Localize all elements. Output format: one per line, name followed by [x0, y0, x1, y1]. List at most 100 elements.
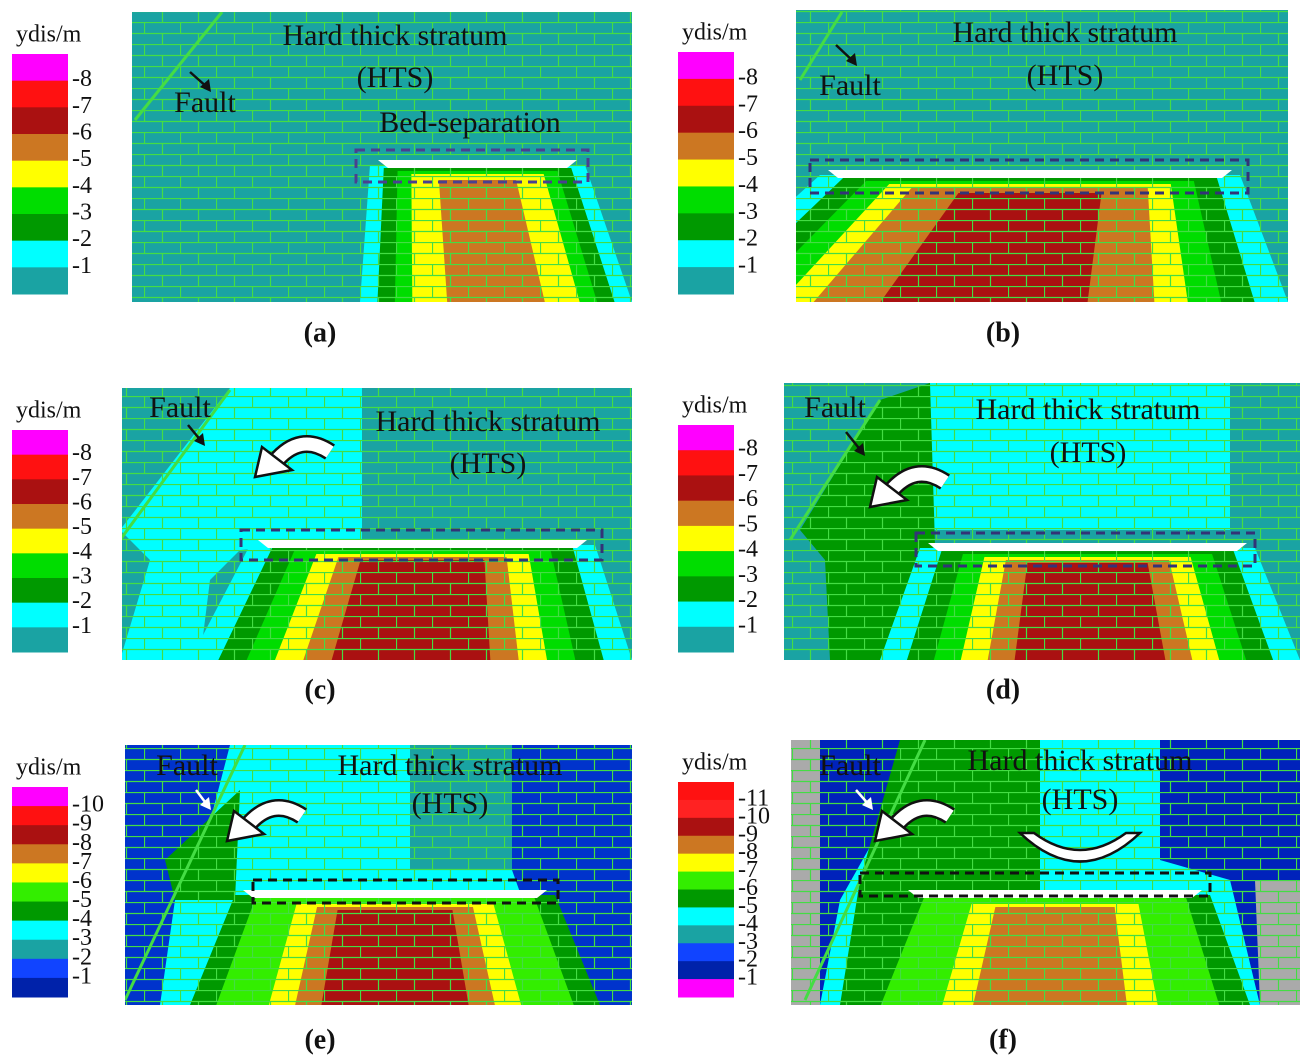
legend-swatch	[678, 160, 734, 187]
legend-swatch	[12, 863, 68, 883]
legend-swatch	[678, 872, 734, 890]
legend-swatch	[12, 825, 68, 845]
legend-swatch	[12, 627, 68, 652]
legend-swatch	[12, 844, 68, 864]
legend-label: -8	[72, 66, 92, 92]
panel-caption: (b)	[986, 317, 1020, 348]
legend-swatch	[678, 240, 734, 267]
legend-swatch	[678, 501, 734, 527]
bed-separation-label: Bed-separation	[379, 106, 561, 139]
legend-label: -4	[738, 537, 758, 563]
page: {"panels": [ {"caption": "(a)", "legend_…	[0, 0, 1301, 1057]
legend-swatch	[678, 213, 734, 240]
legend-label: -4	[72, 539, 92, 565]
legend-swatch	[678, 907, 734, 925]
legend-label: -4	[738, 172, 758, 198]
legend-label: -6	[72, 490, 92, 516]
legend-title: ydis/m	[682, 393, 748, 419]
legend-label: -7	[738, 91, 758, 117]
separation-gap	[928, 543, 1247, 551]
fault-label: Fault	[804, 391, 866, 424]
legend-title: ydis/m	[16, 755, 82, 781]
fault-label: Fault	[156, 749, 218, 782]
legend-label: -3	[72, 200, 92, 226]
stratum-label: Hard thick stratum	[953, 16, 1178, 49]
legend-label: -2	[72, 226, 92, 252]
legend-swatch	[678, 979, 734, 997]
legend-swatch	[678, 551, 734, 577]
fault-label: Fault	[819, 69, 881, 102]
panel-caption: (e)	[304, 1024, 335, 1055]
stratum-label: Hard thick stratum	[968, 744, 1193, 777]
stratum-label: Hard thick stratum	[976, 393, 1201, 426]
legend-swatch	[678, 576, 734, 602]
legend-swatch	[12, 54, 68, 81]
legend-title: ydis/m	[682, 20, 748, 46]
legend-title: ydis/m	[16, 22, 82, 48]
separation-gap	[828, 170, 1232, 178]
panel: ydis/m-8-7-6-5-4-3-2-1Hard thick stratum…	[676, 10, 1288, 348]
panel-caption: (c)	[304, 674, 335, 705]
legend-label: -8	[738, 436, 758, 462]
legend-swatch	[12, 978, 68, 998]
panel-caption: (a)	[304, 317, 337, 348]
separation-gap	[258, 540, 587, 548]
legend-swatch	[678, 782, 734, 800]
legend-label: -2	[738, 226, 758, 252]
legend-label: -3	[738, 562, 758, 588]
legend-swatch	[678, 526, 734, 552]
legend-swatch	[678, 800, 734, 818]
legend-swatch	[12, 81, 68, 108]
legend-label: -6	[738, 118, 758, 144]
legend-swatch	[678, 602, 734, 628]
legend-swatch	[12, 940, 68, 960]
legend-label: -3	[72, 564, 92, 590]
panel-caption: (d)	[986, 674, 1020, 705]
legend-swatch	[12, 787, 68, 807]
legend-swatch	[678, 267, 734, 294]
legend-swatch	[12, 214, 68, 241]
legend-label: -6	[72, 120, 92, 146]
legend-swatch	[12, 603, 68, 628]
legend-swatch	[12, 455, 68, 480]
stratum-abbr: (HTS)	[1027, 59, 1104, 92]
legend-swatch	[12, 430, 68, 455]
panel-caption: (f)	[989, 1024, 1017, 1055]
legend-swatch	[678, 186, 734, 213]
legend-label: -1	[72, 963, 92, 989]
legend-label: -8	[72, 440, 92, 466]
legend-swatch	[12, 902, 68, 922]
legend-swatch	[12, 187, 68, 214]
legend-title: ydis/m	[682, 750, 748, 776]
stratum-abbr: (HTS)	[357, 61, 434, 94]
separation-gap	[243, 890, 547, 898]
legend-label: -4	[72, 173, 92, 199]
legend-label: -5	[72, 146, 92, 172]
legend-swatch	[678, 475, 734, 501]
stratum-abbr: (HTS)	[412, 787, 489, 820]
legend-label: -5	[738, 511, 758, 537]
legend-label: -3	[738, 199, 758, 225]
legend-swatch	[678, 818, 734, 836]
legend-swatch	[12, 529, 68, 554]
legend-swatch	[678, 961, 734, 979]
stratum-abbr: (HTS)	[450, 447, 527, 480]
fault-label: Fault	[174, 86, 236, 119]
legend-label: -7	[72, 465, 92, 491]
stratum-abbr: (HTS)	[1050, 436, 1127, 469]
legend-swatch	[12, 107, 68, 134]
stratum-abbr: (HTS)	[1042, 783, 1119, 816]
legend-swatch	[678, 79, 734, 106]
legend-swatch	[678, 133, 734, 160]
legend-title: ydis/m	[16, 398, 82, 424]
legend-swatch	[12, 504, 68, 529]
legend-swatch	[678, 425, 734, 451]
legend-label: -8	[738, 64, 758, 90]
separation-gap	[378, 160, 577, 168]
legend-swatch	[12, 479, 68, 504]
legend-swatch	[678, 52, 734, 79]
figure: ydis/m-8-7-6-5-4-3-2-1Hard thick stratum…	[0, 0, 1301, 1057]
legend-swatch	[678, 854, 734, 872]
